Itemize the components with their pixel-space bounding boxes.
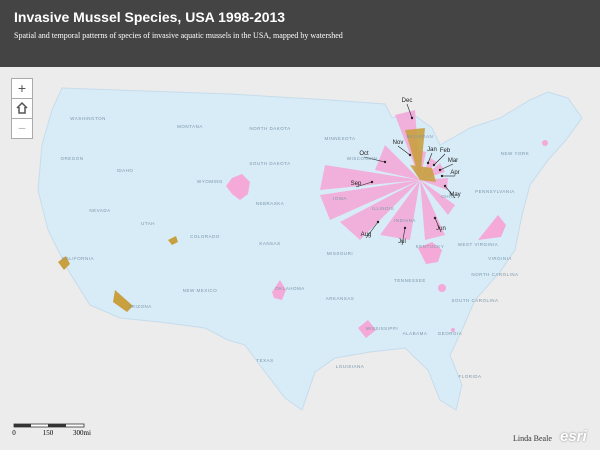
- leader-dot: [440, 174, 444, 178]
- state-label: MISSOURI: [327, 251, 353, 256]
- leader-dot: [383, 160, 387, 164]
- usa-outline: [37, 87, 583, 411]
- month-label: Apr: [450, 170, 459, 176]
- month-label: Feb: [440, 148, 451, 154]
- leader-line: [355, 181, 373, 188]
- month-label: Oct: [359, 151, 369, 157]
- title: Invasive Mussel Species, USA 1998-2013: [14, 9, 286, 25]
- month-label: May: [449, 192, 460, 198]
- subtitle: Spatial and temporal patterns of species…: [14, 31, 343, 40]
- state-label: NORTH DAKOTA: [249, 126, 290, 131]
- state-label: IOWA: [333, 196, 347, 201]
- state-label: MINNESOTA: [325, 136, 356, 141]
- leader-dot: [370, 180, 374, 184]
- leader-line: [427, 152, 433, 164]
- state-label: COLORADO: [190, 234, 220, 239]
- leader-line: [433, 153, 446, 166]
- state-label: CALIFORNIA: [62, 256, 94, 261]
- month-label: Nov: [393, 140, 404, 146]
- scale-label: 300mi: [73, 429, 91, 437]
- state-label: NEBRASKA: [256, 201, 285, 206]
- leader-line: [444, 185, 456, 199]
- month-label: Mar: [448, 158, 458, 164]
- leader-line: [406, 103, 413, 119]
- scale-bar: 0 150 300mi: [12, 423, 91, 437]
- leader-dot: [426, 161, 430, 165]
- state-label: OKLAHOMA: [275, 286, 305, 291]
- scale-label: 150: [43, 429, 54, 437]
- rose-glyph-gold: [405, 128, 436, 182]
- state-label: KANSAS: [259, 241, 280, 246]
- state-label: NEW MEXICO: [183, 288, 218, 293]
- state-label: GEORGIA: [438, 331, 463, 336]
- state-label: NEW YORK: [501, 151, 529, 156]
- state-label: TEXAS: [256, 358, 273, 363]
- leader-dot: [410, 116, 414, 120]
- month-label: Jul: [398, 239, 406, 245]
- state-label: VIRGINIA: [488, 256, 512, 261]
- state-label: OHIO: [441, 194, 455, 199]
- state-label: OREGON: [60, 156, 83, 161]
- state-label: IDAHO: [117, 168, 134, 173]
- leader-line: [434, 217, 442, 233]
- state-label: SOUTH CAROLINA: [451, 298, 498, 303]
- gold-glyphs: [58, 236, 178, 312]
- state-label: NEVADA: [89, 208, 110, 213]
- state-label: SOUTH DAKOTA: [249, 161, 290, 166]
- rose-glyph: [320, 110, 455, 240]
- leader-dot: [432, 163, 436, 167]
- leader-dot: [403, 226, 407, 230]
- state-label: ALABAMA: [403, 331, 428, 336]
- state-label: WASHINGTON: [70, 116, 106, 121]
- leader-dot: [443, 184, 447, 188]
- leader-dot: [438, 168, 442, 172]
- month-label: Sep: [351, 181, 362, 187]
- header: Invasive Mussel Species, USA 1998-2013 S…: [0, 0, 600, 67]
- state-label: MICHIGAN: [407, 134, 434, 139]
- leader-line: [363, 156, 386, 163]
- scale-label: 0: [12, 429, 16, 437]
- state-label: ILLINOIS: [372, 206, 395, 211]
- state-label: LOUISIANA: [336, 364, 365, 369]
- month-label: Dec: [402, 98, 413, 104]
- state-label: WISCONSIN: [347, 156, 378, 161]
- leader-dot: [408, 153, 412, 157]
- state-label: ARIZONA: [128, 304, 152, 309]
- month-label: Jan: [427, 147, 437, 153]
- leader-line: [365, 221, 379, 239]
- state-label: UTAH: [141, 221, 155, 226]
- state-label: PENNSYLVANIA: [475, 189, 515, 194]
- zoom-in-button[interactable]: +: [11, 78, 33, 99]
- state-label: MISSISSIPPI: [366, 326, 398, 331]
- state-label: INDIANA: [394, 218, 416, 223]
- state-label: MONTANA: [177, 124, 203, 129]
- leader-dot: [376, 220, 380, 224]
- state-label: TENNESSEE: [394, 278, 426, 283]
- state-label: KENTUCKY: [416, 244, 445, 249]
- leader-line: [439, 163, 454, 171]
- home-button[interactable]: [11, 98, 33, 119]
- month-label: Aug: [361, 232, 372, 238]
- leader-dot: [433, 216, 437, 220]
- state-label: NORTH CAROLINA: [471, 272, 518, 277]
- month-label: Jun: [436, 226, 446, 232]
- small-glyphs: [226, 140, 548, 338]
- leader-line: [397, 145, 411, 156]
- state-label: WEST VIRGINIA: [458, 242, 498, 247]
- leader-line: [401, 227, 406, 246]
- logo: esri: [560, 428, 587, 445]
- zoom-out-button[interactable]: −: [11, 118, 33, 139]
- home-icon: [16, 101, 28, 114]
- state-label: FLORIDA: [458, 374, 481, 379]
- credit: Linda Beale: [513, 434, 552, 443]
- state-label: ARKANSAS: [326, 296, 355, 301]
- state-label: WYOMING: [197, 179, 223, 184]
